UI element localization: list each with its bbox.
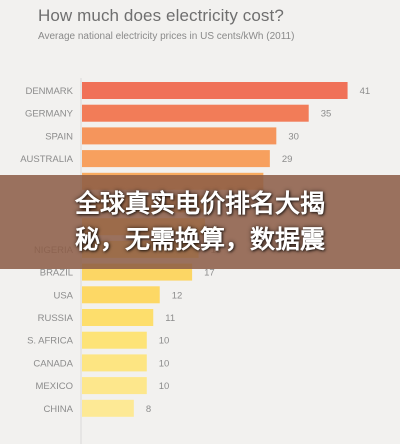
category-label: BRAZIL bbox=[40, 268, 73, 279]
chart-subtitle: Average national electricity prices in U… bbox=[38, 31, 295, 42]
bar-usa bbox=[82, 286, 160, 304]
category-label: CANADA bbox=[33, 358, 73, 369]
chart-title: How much does electricity cost? bbox=[38, 6, 284, 25]
bar-denmark bbox=[82, 82, 348, 99]
caption-text: 全球真实电价排名大揭 秘，无需换算，数据震 bbox=[74, 189, 325, 254]
category-label: USA bbox=[53, 290, 73, 301]
category-label: S. AFRICA bbox=[27, 336, 74, 347]
bar-australia bbox=[82, 150, 270, 168]
value-label: 30 bbox=[288, 131, 299, 142]
value-label: 10 bbox=[159, 381, 170, 392]
value-label: 17 bbox=[204, 268, 215, 279]
bar-mexico bbox=[82, 377, 147, 395]
value-label: 10 bbox=[159, 336, 170, 347]
category-label: CHINA bbox=[43, 404, 73, 415]
value-label: 8 bbox=[146, 404, 151, 415]
category-label: DENMARK bbox=[25, 86, 73, 97]
category-label: GERMANY bbox=[25, 109, 74, 120]
value-label: 10 bbox=[159, 358, 170, 369]
value-label: 35 bbox=[321, 109, 332, 120]
category-label: SPAIN bbox=[45, 131, 73, 142]
category-label: AUSTRALIA bbox=[20, 154, 73, 165]
bar-s-africa bbox=[82, 331, 147, 349]
caption-band bbox=[0, 175, 400, 269]
value-label: 11 bbox=[165, 313, 175, 324]
bar-china bbox=[82, 399, 134, 417]
bar-russia bbox=[82, 309, 154, 326]
category-label: RUSSIA bbox=[38, 313, 74, 324]
category-label: MEXICO bbox=[36, 381, 73, 392]
value-label: 29 bbox=[282, 154, 293, 165]
value-label: 41 bbox=[360, 86, 371, 97]
bar-germany bbox=[82, 104, 309, 122]
value-label: 12 bbox=[172, 290, 183, 301]
bar-spain bbox=[82, 127, 277, 145]
bar-canada bbox=[82, 354, 147, 372]
